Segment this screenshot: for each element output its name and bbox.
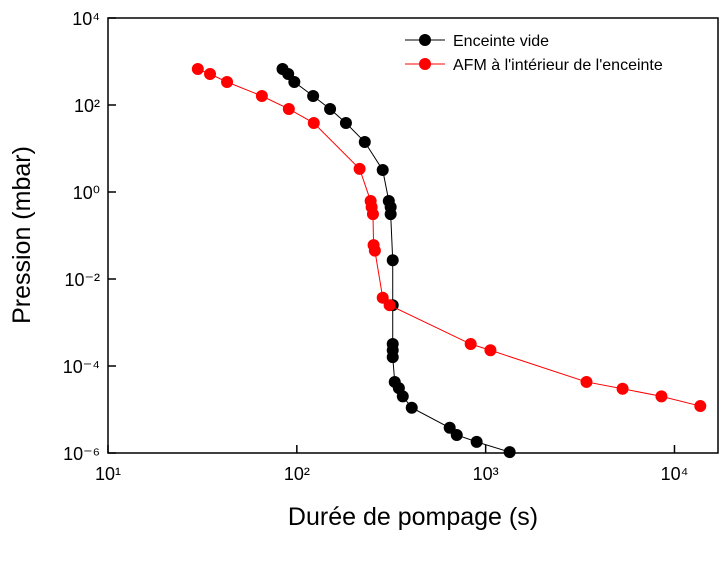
data-point	[282, 102, 295, 115]
data-point	[386, 254, 399, 267]
legend-marker	[419, 34, 431, 46]
data-point	[580, 375, 593, 388]
y-axis-title: Pression (mbar)	[8, 146, 36, 324]
data-point	[221, 75, 234, 88]
data-point	[383, 299, 396, 312]
data-point	[368, 244, 381, 257]
data-point	[307, 117, 320, 130]
data-point	[405, 401, 418, 414]
data-point	[450, 428, 463, 441]
data-point	[255, 90, 268, 103]
data-point	[470, 435, 483, 448]
data-point	[324, 102, 337, 115]
legend-label: Enceinte vide	[453, 33, 549, 50]
y-tick-label: 10²	[74, 96, 100, 116]
y-tick-label: 10⁴	[72, 9, 100, 29]
data-point	[204, 67, 217, 80]
x-tick-label: 10³	[473, 464, 499, 484]
x-tick-label: 10⁴	[661, 464, 689, 484]
x-tick-label: 10²	[284, 464, 310, 484]
data-point	[339, 117, 352, 130]
data-point	[353, 162, 366, 175]
data-point	[384, 208, 397, 221]
legend-marker	[419, 58, 431, 70]
data-point	[376, 164, 389, 177]
y-tick-label: 10⁰	[73, 183, 100, 203]
y-tick-label: 10⁻⁴	[63, 357, 100, 377]
y-tick-label: 10⁻⁶	[63, 444, 100, 464]
data-point	[358, 136, 371, 149]
series-line	[197, 68, 701, 407]
legend-label: AFM à l'intérieur de l'enceinte	[453, 57, 663, 74]
data-point	[288, 75, 301, 88]
data-point	[307, 90, 320, 103]
data-point	[464, 338, 477, 351]
plot-frame	[107, 17, 719, 454]
data-point	[484, 344, 497, 357]
x-tick-label: 10¹	[95, 464, 121, 484]
y-tick-label: 10⁻²	[64, 270, 100, 290]
data-point	[386, 351, 399, 364]
data-point	[655, 390, 668, 403]
data-point	[191, 62, 204, 75]
data-point	[503, 446, 516, 459]
data-point	[366, 208, 379, 221]
x-axis-title: Durée de pompage (s)	[288, 503, 538, 531]
data-point	[694, 400, 707, 413]
data-point	[396, 390, 409, 403]
data-point	[616, 382, 629, 395]
